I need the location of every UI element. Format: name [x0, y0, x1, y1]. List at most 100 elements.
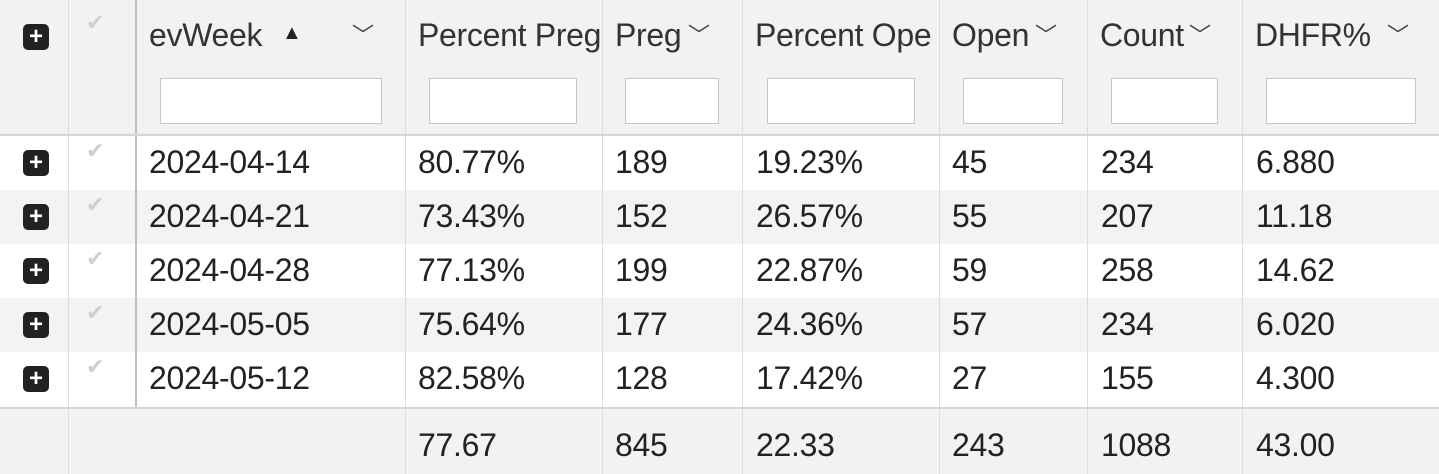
column-header-evweek[interactable]: evWeek ▲ ﹀ — [136, 0, 405, 134]
cell-open: 45 — [952, 144, 987, 180]
filter-input-percent-open[interactable] — [767, 78, 915, 124]
column-divider — [939, 0, 940, 134]
column-menu-chevron-down-icon[interactable]: ﹀ — [1035, 23, 1058, 48]
cell-open: 57 — [952, 306, 987, 342]
cell-evweek: 2024-04-21 — [149, 198, 310, 234]
column-menu-chevron-down-icon[interactable]: ﹀ — [352, 23, 375, 48]
cell-open: 27 — [952, 360, 987, 396]
column-divider — [1242, 0, 1243, 134]
filter-input-open[interactable] — [963, 78, 1063, 124]
total-open: 243 — [952, 427, 1005, 463]
column-header-percent-preg[interactable]: Percent Preg — [405, 0, 602, 134]
column-divider — [602, 409, 603, 474]
cell-dhfr: 14.62 — [1256, 252, 1335, 288]
row-select-check-icon[interactable]: ✔ — [86, 138, 105, 163]
cell-dhfr: 6.880 — [1256, 144, 1335, 180]
expand-row-icon[interactable]: + — [23, 312, 49, 338]
column-divider — [68, 409, 69, 474]
total-count: 1088 — [1101, 427, 1171, 463]
column-divider — [602, 136, 603, 407]
column-title-percent-preg: Percent Preg — [418, 17, 602, 53]
cell-count: 234 — [1101, 144, 1154, 180]
filter-input-percent-preg[interactable] — [429, 78, 577, 124]
select-all-check-icon[interactable]: ✔ — [86, 10, 105, 35]
column-divider — [1242, 409, 1243, 474]
cell-percent-open: 19.23% — [756, 144, 863, 180]
column-header-percent-open[interactable]: Percent Ope — [742, 0, 939, 134]
cell-percent-preg: 77.13% — [418, 252, 525, 288]
cell-evweek: 2024-04-14 — [149, 144, 310, 180]
row-select-check-icon[interactable]: ✔ — [86, 300, 105, 325]
column-divider — [68, 0, 69, 134]
cell-preg: 152 — [615, 198, 668, 234]
table-row[interactable]: + ✔ 2024-04-14 80.77% 189 19.23% 45 234 … — [0, 136, 1439, 190]
total-percent-preg: 77.67 — [418, 427, 497, 463]
cell-evweek: 2024-05-05 — [149, 306, 310, 342]
cell-percent-preg: 73.43% — [418, 198, 525, 234]
cell-dhfr: 4.300 — [1256, 360, 1335, 396]
cell-preg: 177 — [615, 306, 668, 342]
column-title-dhfr: DHFR% — [1255, 17, 1371, 53]
pinned-column-divider — [135, 136, 137, 407]
column-menu-chevron-down-icon[interactable]: ﹀ — [1189, 23, 1212, 48]
cell-preg: 128 — [615, 360, 668, 396]
cell-count: 155 — [1101, 360, 1154, 396]
table-row[interactable]: + ✔ 2024-04-28 77.13% 199 22.87% 59 258 … — [0, 244, 1439, 298]
cell-count: 258 — [1101, 252, 1154, 288]
total-percent-open: 22.33 — [756, 427, 835, 463]
column-divider — [405, 0, 406, 134]
cell-dhfr: 11.18 — [1256, 198, 1333, 234]
expand-row-icon[interactable]: + — [23, 366, 49, 392]
column-divider — [1242, 136, 1243, 407]
table-row[interactable]: + ✔ 2024-05-05 75.64% 177 24.36% 57 234 … — [0, 298, 1439, 352]
column-divider — [405, 136, 406, 407]
cell-evweek: 2024-05-12 — [149, 360, 310, 396]
cell-preg: 199 — [615, 252, 668, 288]
cell-percent-open: 26.57% — [756, 198, 863, 234]
column-header-dhfr[interactable]: DHFR% ﹀ — [1242, 0, 1439, 134]
filter-input-preg[interactable] — [625, 78, 719, 124]
filter-input-dhfr[interactable] — [1266, 78, 1416, 124]
pinned-column-divider — [135, 0, 137, 134]
column-header-count[interactable]: Count ﹀ — [1087, 0, 1242, 134]
cell-open: 59 — [952, 252, 987, 288]
row-select-check-icon[interactable]: ✔ — [86, 246, 105, 271]
filter-input-evweek[interactable] — [160, 78, 382, 124]
cell-percent-open: 24.36% — [756, 306, 863, 342]
expand-row-icon[interactable]: + — [23, 204, 49, 230]
column-title-preg: Preg — [615, 17, 682, 53]
column-header-preg[interactable]: Preg ﹀ — [602, 0, 742, 134]
grid-body: + ✔ 2024-04-14 80.77% 189 19.23% 45 234 … — [0, 136, 1439, 407]
column-title-open: Open — [952, 17, 1030, 53]
column-title-evweek: evWeek — [149, 17, 263, 53]
grid-footer-totals: 77.67 845 22.33 243 1088 43.00 — [0, 407, 1439, 474]
column-menu-chevron-down-icon[interactable]: ﹀ — [1387, 23, 1410, 48]
cell-dhfr: 6.020 — [1256, 306, 1335, 342]
column-divider — [742, 136, 743, 407]
column-divider — [939, 136, 940, 407]
total-preg: 845 — [615, 427, 668, 463]
column-divider — [742, 0, 743, 134]
cell-percent-open: 17.42% — [756, 360, 863, 396]
grid-header: + ✔ evWeek ▲ ﹀ Percent Preg Preg ﹀ Perce… — [0, 0, 1439, 136]
column-divider — [405, 409, 406, 474]
row-select-check-icon[interactable]: ✔ — [86, 192, 105, 217]
cell-percent-open: 22.87% — [756, 252, 863, 288]
table-row[interactable]: + ✔ 2024-05-12 82.58% 128 17.42% 27 155 … — [0, 352, 1439, 406]
column-divider — [1087, 409, 1088, 474]
row-select-check-icon[interactable]: ✔ — [86, 354, 105, 379]
expand-row-icon[interactable]: + — [23, 258, 49, 284]
cell-count: 207 — [1101, 198, 1154, 234]
column-divider — [939, 409, 940, 474]
column-header-open[interactable]: Open ﹀ — [939, 0, 1087, 134]
expand-row-icon[interactable]: + — [23, 150, 49, 176]
table-row[interactable]: + ✔ 2024-04-21 73.43% 152 26.57% 55 207 … — [0, 190, 1439, 244]
sort-ascending-icon[interactable]: ▲ — [282, 22, 302, 44]
column-title-count: Count — [1100, 17, 1184, 53]
filter-input-count[interactable] — [1111, 78, 1218, 124]
column-divider — [742, 409, 743, 474]
expand-all-icon[interactable]: + — [23, 24, 49, 50]
column-menu-chevron-down-icon[interactable]: ﹀ — [688, 23, 711, 48]
cell-percent-preg: 80.77% — [418, 144, 525, 180]
